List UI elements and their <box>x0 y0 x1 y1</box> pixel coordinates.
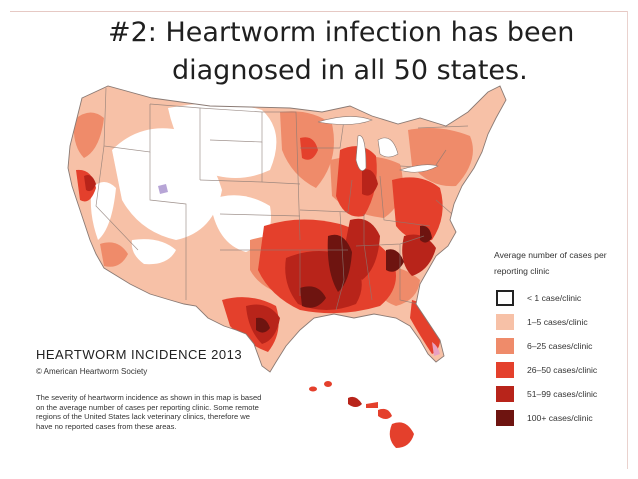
hawaii-island-small <box>324 381 332 387</box>
hawaii <box>309 381 414 448</box>
contiguous-us <box>68 86 506 372</box>
legend-title: Average number of cases per reporting cl… <box>494 250 607 276</box>
legend-label: 51–99 cases/clinic <box>527 388 598 399</box>
legend-label: 26–50 cases/clinic <box>527 364 598 375</box>
slide-title: #2: Heartworm infection has been diagnos… <box>108 14 633 90</box>
great-salt-lake <box>158 184 168 194</box>
legend-label: < 1 case/clinic <box>527 292 582 303</box>
slide-title-line1: #2: Heartworm infection has been <box>108 17 575 48</box>
legend-item-100-plus: 100+ cases/clinic <box>496 409 593 426</box>
us-outline <box>67 85 507 373</box>
hawaii-island-molokai <box>366 402 378 408</box>
legend-swatch <box>496 361 514 378</box>
legend-swatch <box>496 313 514 330</box>
legend-swatch <box>496 289 514 306</box>
state-borders <box>95 87 469 311</box>
top-rule <box>10 11 628 12</box>
map-title: HEARTWORM INCIDENCE 2013 <box>36 347 243 362</box>
hawaii-island-maui <box>378 408 392 419</box>
legend-item-lt1: < 1 case/clinic <box>496 289 581 306</box>
hawaii-island-oahu <box>348 396 362 407</box>
legend-item-1-5: 1–5 cases/clinic <box>496 313 588 330</box>
legend-label: 6–25 cases/clinic <box>527 340 593 351</box>
hawaii-island-small <box>309 386 317 392</box>
legend-label: 1–5 cases/clinic <box>527 316 588 327</box>
legend-label: 100+ cases/clinic <box>527 412 593 423</box>
hawaii-island-big <box>389 422 414 448</box>
legend-swatch <box>496 409 514 426</box>
legend-item-26-50: 26–50 cases/clinic <box>496 361 597 378</box>
side-rule <box>627 11 628 469</box>
map-copyright: © American Heartworm Society <box>36 367 148 376</box>
legend-swatch <box>496 385 514 402</box>
florida-keys-area <box>432 342 440 356</box>
extreme-incidence-regions <box>256 225 432 333</box>
map-note: The severity of heartworm incidence as s… <box>36 393 262 431</box>
legend-item-51-99: 51–99 cases/clinic <box>496 385 597 402</box>
legend-item-6-25: 6–25 cases/clinic <box>496 337 592 354</box>
great-lakes <box>317 116 439 173</box>
legend-swatch <box>496 337 514 354</box>
slide-title-line2: diagnosed in all 50 states. <box>172 55 528 86</box>
